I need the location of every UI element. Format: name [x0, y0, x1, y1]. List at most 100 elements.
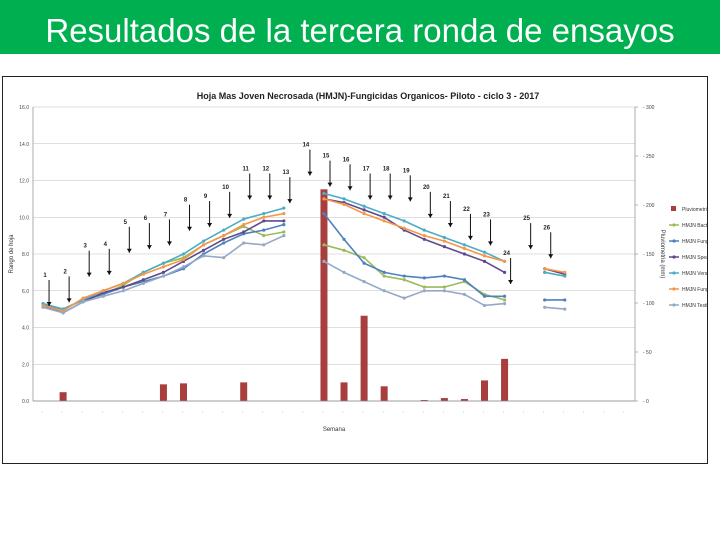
series-point — [422, 289, 426, 293]
arrow-number-label: 13 — [283, 170, 290, 176]
series-point — [262, 228, 266, 232]
series-point — [161, 265, 166, 269]
arrow-number-label: 3 — [84, 244, 88, 250]
series-point — [402, 219, 406, 223]
legend-marker — [672, 223, 676, 227]
arrow-head — [227, 213, 233, 218]
series-point — [422, 237, 426, 241]
legend-marker — [672, 271, 676, 275]
series-point — [442, 274, 446, 278]
arrow-head — [407, 197, 413, 202]
y-right-tick-label: - 250 — [643, 154, 655, 160]
series-point — [121, 281, 125, 285]
x-tick-label: · — [160, 410, 166, 415]
series-point — [322, 259, 326, 263]
series-point — [342, 197, 346, 201]
x-tick-label: · — [601, 410, 607, 415]
series-lines — [41, 191, 567, 315]
series-point — [482, 259, 487, 263]
series-point — [362, 204, 366, 208]
series-point — [442, 289, 446, 293]
legend-marker — [672, 303, 676, 307]
series-point — [462, 252, 467, 256]
x-tick-label: · — [80, 410, 86, 415]
y-left-tick-label: 14.0 — [19, 142, 29, 148]
series-point — [362, 208, 366, 212]
series-point — [543, 270, 547, 274]
chart-frame: Hoja Mas Joven Necrosada (HMJN)-Fungicid… — [2, 76, 708, 464]
y-left-tick-label: 12.0 — [19, 179, 29, 185]
arrow-number-label: 20 — [423, 185, 430, 191]
series-point — [242, 223, 246, 227]
legend-swatch — [671, 206, 676, 211]
x-tick-label: · — [59, 410, 65, 415]
arrow-number-label: 18 — [383, 166, 390, 172]
series-point — [342, 237, 346, 241]
series-point — [262, 211, 266, 216]
x-tick-label: · — [461, 410, 467, 415]
arrow-head — [367, 195, 373, 200]
legend-marker — [672, 239, 676, 243]
arrow-number-label: 23 — [483, 212, 490, 218]
series-point — [181, 252, 186, 256]
series-point — [422, 228, 426, 232]
series-point — [61, 311, 65, 315]
arrow-number-label: 2 — [63, 269, 67, 275]
series-point — [322, 197, 326, 201]
series-point — [422, 276, 426, 280]
series-point — [161, 274, 166, 278]
series-point — [502, 270, 507, 274]
x-axis-title: Semana — [323, 427, 346, 433]
series-point — [141, 281, 145, 285]
arrow-number-label: 22 — [463, 207, 470, 213]
series-point — [462, 292, 467, 297]
arrow-head — [508, 280, 514, 284]
series-point — [161, 261, 166, 265]
series-point — [442, 235, 446, 240]
arrow-head — [548, 254, 554, 259]
series-point — [502, 294, 507, 298]
rainfall-bar — [380, 386, 388, 401]
x-tick-label: · — [320, 410, 326, 415]
series-point — [462, 246, 467, 251]
series-point — [563, 270, 567, 274]
series-point — [282, 230, 286, 234]
rainfall-bar — [460, 399, 468, 401]
x-tick-label: · — [521, 410, 527, 415]
series-point — [282, 223, 286, 227]
arrow-head — [106, 270, 112, 275]
y-right-tick-label: - 0 — [643, 399, 649, 405]
legend-label: HMJN Fungio-M — [682, 239, 707, 245]
y-right-tick-label: - 150 — [643, 252, 655, 258]
series-point — [262, 215, 266, 219]
legend-label: HMJN Fungio-Pro — [682, 287, 707, 293]
series-point — [41, 305, 45, 309]
rainfall-bars — [59, 189, 509, 401]
arrow-number-label: 9 — [204, 194, 208, 200]
x-tick-label: · — [621, 410, 627, 415]
arrow-head — [86, 272, 92, 277]
y-left-tick-label: 16.0 — [19, 105, 29, 111]
series-point — [402, 274, 406, 278]
series-point — [422, 234, 426, 238]
arrow-number-label: 24 — [503, 251, 510, 257]
rainfall-bar — [240, 382, 248, 401]
x-tick-label: · — [360, 410, 366, 415]
series-point — [563, 298, 567, 302]
rainfall-bar — [501, 358, 509, 401]
x-tick-label: · — [501, 410, 507, 415]
series-point — [81, 300, 85, 304]
series-point — [382, 211, 386, 216]
series-point — [362, 279, 366, 284]
series-point — [262, 243, 266, 247]
series-point — [382, 219, 386, 223]
legend-label: HMJN Testigo — [682, 303, 707, 309]
series-point — [201, 239, 206, 243]
series-point — [282, 206, 286, 210]
arrow-head — [327, 182, 333, 187]
chart-title: Hoja Mas Joven Necrosada (HMJN)-Fungicid… — [197, 91, 540, 101]
arrow-number-label: 15 — [323, 154, 330, 160]
series-point — [462, 278, 467, 282]
series-point — [563, 274, 567, 278]
y-right-tick-label: - 50 — [643, 350, 652, 356]
